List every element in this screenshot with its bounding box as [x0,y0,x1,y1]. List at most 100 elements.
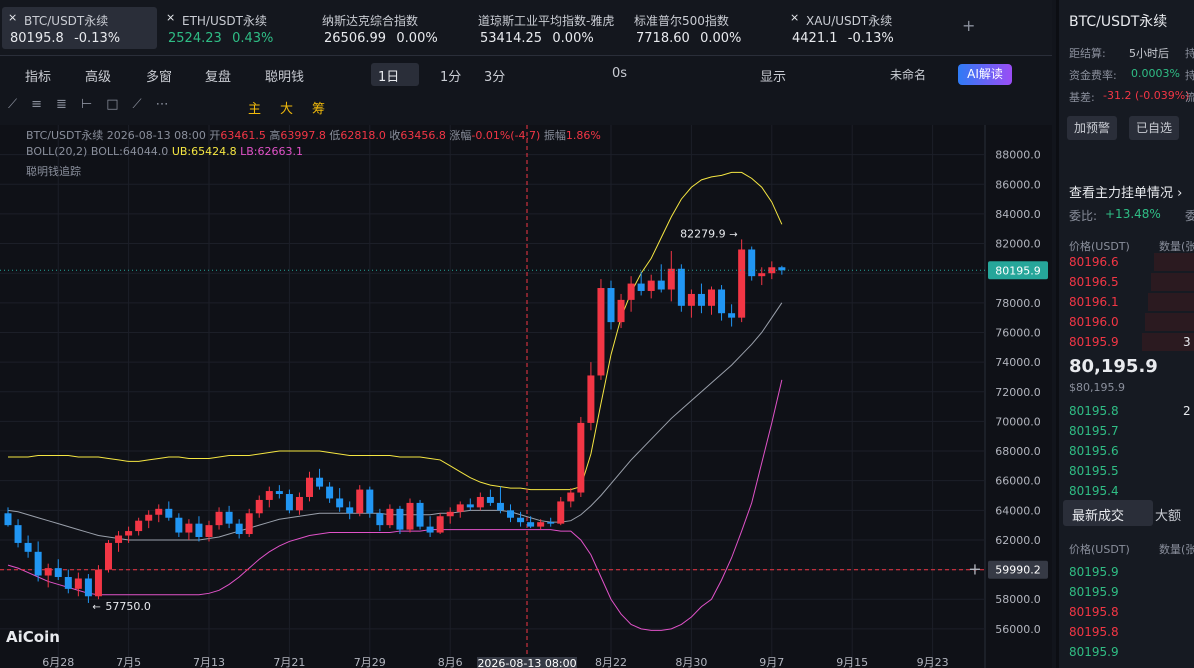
toolbar: 指标 高级 多窗 复盘 聪明钱 1日 1分 3分 0s 显示 未命名 AI解读 [0,62,1052,88]
x-tick-label: 7月5 [116,656,141,668]
candle-body [577,422,585,493]
watermark: AiCoin [6,628,60,646]
tab-name: 标准普尔500指数 [634,14,729,28]
label: 低 [329,129,341,142]
tab-change: -0.13% [847,31,894,46]
tab[interactable]: 最新成交 [1072,509,1125,524]
trade-price: 80195.8 [1069,605,1119,619]
legend: BTC/USDT永续 2026-08-13 08:00 开63461.5 高63… [26,127,601,143]
layout[interactable]: 未命名 [890,68,927,82]
ask-price: 80196.1 [1069,295,1119,309]
button[interactable]: 加预警 [1067,116,1117,140]
candle-body [54,568,62,578]
tab-name: ETH/USDT永续 [182,14,267,28]
tab-name: BTC/USDT永续 [24,14,109,28]
y-tick-label: 76000.0 [995,326,1041,339]
x-tick-label: 8月22 [595,656,627,668]
tool[interactable]: 大 [280,102,294,117]
interval[interactable]: 1分 [440,70,462,85]
drawing-tools: ⟋≡≣⊢□⟋⋯ 主 大 筹 [0,95,1052,119]
candle-body [135,520,143,532]
tool[interactable]: 多窗 [146,70,173,85]
candle-body [768,267,776,274]
candle-body [687,293,695,306]
interval[interactable]: 1日 [378,70,400,85]
mid-usd: $80,195.9 [1069,381,1125,394]
value: -0.01%(-4.7) [471,129,541,142]
candle-body [587,375,595,423]
candle-body [456,504,464,512]
y-tick-label: 58000.0 [995,593,1041,606]
candle-body [185,523,193,533]
candle-body [748,249,756,277]
boll-mid: BOLL:64044.0 [90,145,169,158]
x-tick-label: 8月6 [438,656,463,668]
candle-body [416,502,424,527]
candle-body [366,489,374,514]
button[interactable]: 已自选 [1129,116,1179,140]
label: 委比: [1069,209,1098,223]
tool[interactable]: 复盘 [205,70,232,85]
candle-body [115,535,123,543]
x-tick-label: 6月28 [42,656,74,668]
note-arrow: ← [92,602,100,613]
candle-body [667,268,675,290]
candle-body [496,502,504,511]
trade-price: 80195.9 [1069,585,1119,599]
boll-lb: LB:62663.1 [240,145,303,158]
candle-body [406,502,414,530]
tool[interactable]: 筹 [312,102,326,117]
candle-body [657,280,665,290]
add-tab[interactable]: + [962,16,976,35]
boll-mid [7,302,783,541]
tab-price: 26506.99 [324,31,387,46]
candle-body [105,542,112,570]
tool-icons: ⟋≡≣⊢□⟋⋯ [8,97,183,112]
timer[interactable]: 0s [612,66,628,81]
tool[interactable]: 主 [248,102,262,117]
tab-icon: ⨯ [166,11,176,24]
legend-symbol: BTC/USDT永续 [26,129,104,142]
interval[interactable]: 3分 [484,70,506,85]
candle-body [517,517,525,523]
x-tick-label: 7月13 [193,656,225,668]
candle-body [265,491,273,500]
ai-button[interactable]: AI解读 [958,64,1012,85]
ask-price: 80195.9 [1069,335,1119,349]
label: 持 [1185,69,1194,82]
candle-body [245,513,253,535]
candle-body [356,489,364,514]
ask-depth [1148,293,1194,311]
cross-date: 2026-08-13 08:00 [477,657,576,668]
candle-body [436,516,444,533]
label: 持 [1185,47,1194,60]
ask-price: 80196.0 [1069,315,1119,329]
ask-depth [1151,273,1194,291]
trade-price: 80195.8 [1069,625,1119,639]
candle-body [94,569,102,597]
active-tab[interactable] [2,7,157,49]
candle-body [346,507,354,514]
tool[interactable]: 显示 [760,70,787,85]
bid-price: 80195.7 [1069,424,1119,438]
ask-depth [1145,313,1194,331]
tool[interactable]: 聪明钱 [265,70,305,85]
candle-body [758,273,766,277]
tool[interactable]: 指标 [25,70,52,85]
label: 收 [389,129,401,142]
value: -31.2 (-0.039%) [1103,89,1190,102]
tab[interactable]: 大额 [1155,509,1182,524]
value: 63997.8 [280,129,326,142]
cross-date-tag [477,657,577,668]
depth-link[interactable]: 查看主力挂单情况 › [1069,186,1183,201]
value: 5小时后 [1129,47,1169,60]
candle-body [145,514,153,521]
tool[interactable]: 高级 [85,70,112,85]
label: 资金费率: [1069,69,1117,82]
candle-body [225,511,233,524]
tab-price: 4421.1 [792,31,838,46]
tab-bar [0,0,1052,56]
y-tick-label: 84000.0 [995,208,1041,221]
tab-price: 7718.60 [636,31,690,46]
ask-price: 80196.5 [1069,275,1119,289]
